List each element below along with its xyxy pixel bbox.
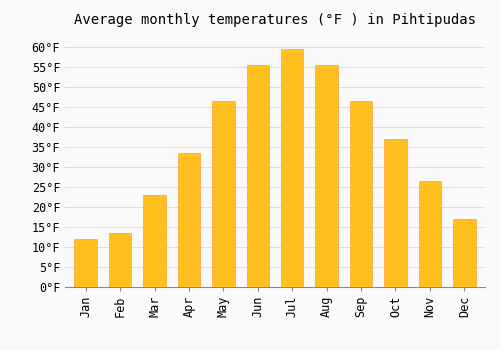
Bar	[212, 101, 234, 287]
Bar	[246, 65, 269, 287]
Bar	[144, 195, 166, 287]
Bar	[350, 101, 372, 287]
Bar	[316, 65, 338, 287]
Bar	[74, 239, 97, 287]
Bar	[384, 139, 406, 287]
Bar	[281, 49, 303, 287]
Bar	[453, 219, 475, 287]
Bar	[178, 153, 200, 287]
Bar	[418, 181, 441, 287]
Bar	[109, 233, 132, 287]
Title: Average monthly temperatures (°F ) in Pihtipudas: Average monthly temperatures (°F ) in Pi…	[74, 13, 476, 27]
